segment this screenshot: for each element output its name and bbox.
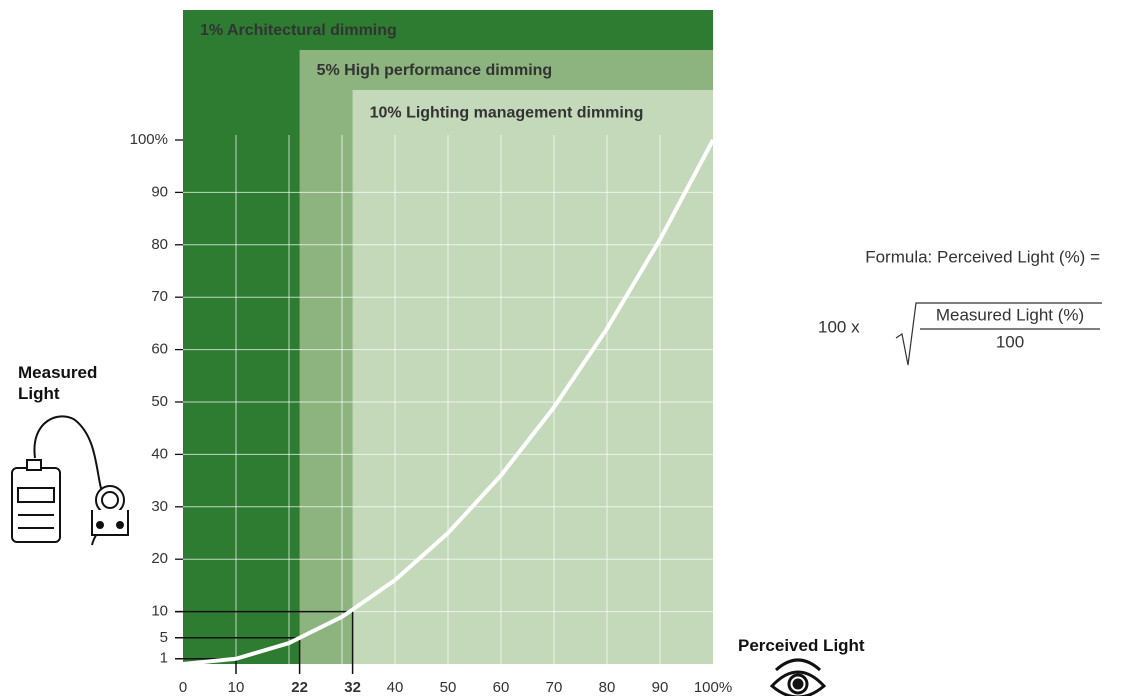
y-tick-label: 80 — [151, 236, 168, 253]
chart: 1% Architectural dimming 5% High performa… — [0, 0, 1130, 696]
y-tick-label: 20 — [151, 550, 168, 567]
y-tick-label: 100% — [130, 131, 168, 148]
formula-numerator: Measured Light (%) — [936, 305, 1084, 324]
formula-factor: 100 x — [818, 317, 860, 336]
y-tick-label: 1 — [160, 650, 168, 667]
x-tick-label: 60 — [493, 679, 510, 696]
x-tick-label: 10 — [228, 679, 245, 696]
y-tick-label: 70 — [151, 288, 168, 305]
x-tick-label: 80 — [599, 679, 616, 696]
x-tick-label: 50 — [440, 679, 457, 696]
y-tick-label: 60 — [151, 341, 168, 358]
dimming-band — [353, 90, 713, 664]
band-label: 5% High performance dimming — [317, 62, 553, 79]
formula-intro: Formula: Perceived Light (%) = — [865, 247, 1100, 266]
y-tick-label: 10 — [151, 603, 168, 620]
y-tick-label: 40 — [151, 445, 168, 462]
y-tick-label: 50 — [151, 393, 168, 410]
x-tick-label: 22 — [291, 679, 308, 696]
y-tick-label: 30 — [151, 498, 168, 515]
x-tick-label: 100% — [694, 679, 732, 696]
y-axis-label: Measured Light — [18, 362, 118, 404]
page: 1% Architectural dimming 5% High performa… — [0, 0, 1130, 696]
x-tick-label: 32 — [344, 679, 361, 696]
eye-icon — [772, 660, 824, 696]
y-tick-label: 5 — [160, 629, 168, 646]
x-tick-label: 0 — [179, 679, 187, 696]
light-meter-icon — [12, 416, 128, 545]
x-tick-label: 90 — [652, 679, 669, 696]
band-label: 1% Architectural dimming — [200, 22, 397, 39]
x-tick-label: 70 — [546, 679, 563, 696]
x-tick-label: 40 — [387, 679, 404, 696]
y-tick-label: 90 — [151, 183, 168, 200]
x-axis-label: Perceived Light — [738, 636, 865, 656]
formula-denominator: 100 — [996, 332, 1024, 351]
band-label: 10% Lighting management dimming — [370, 105, 644, 122]
